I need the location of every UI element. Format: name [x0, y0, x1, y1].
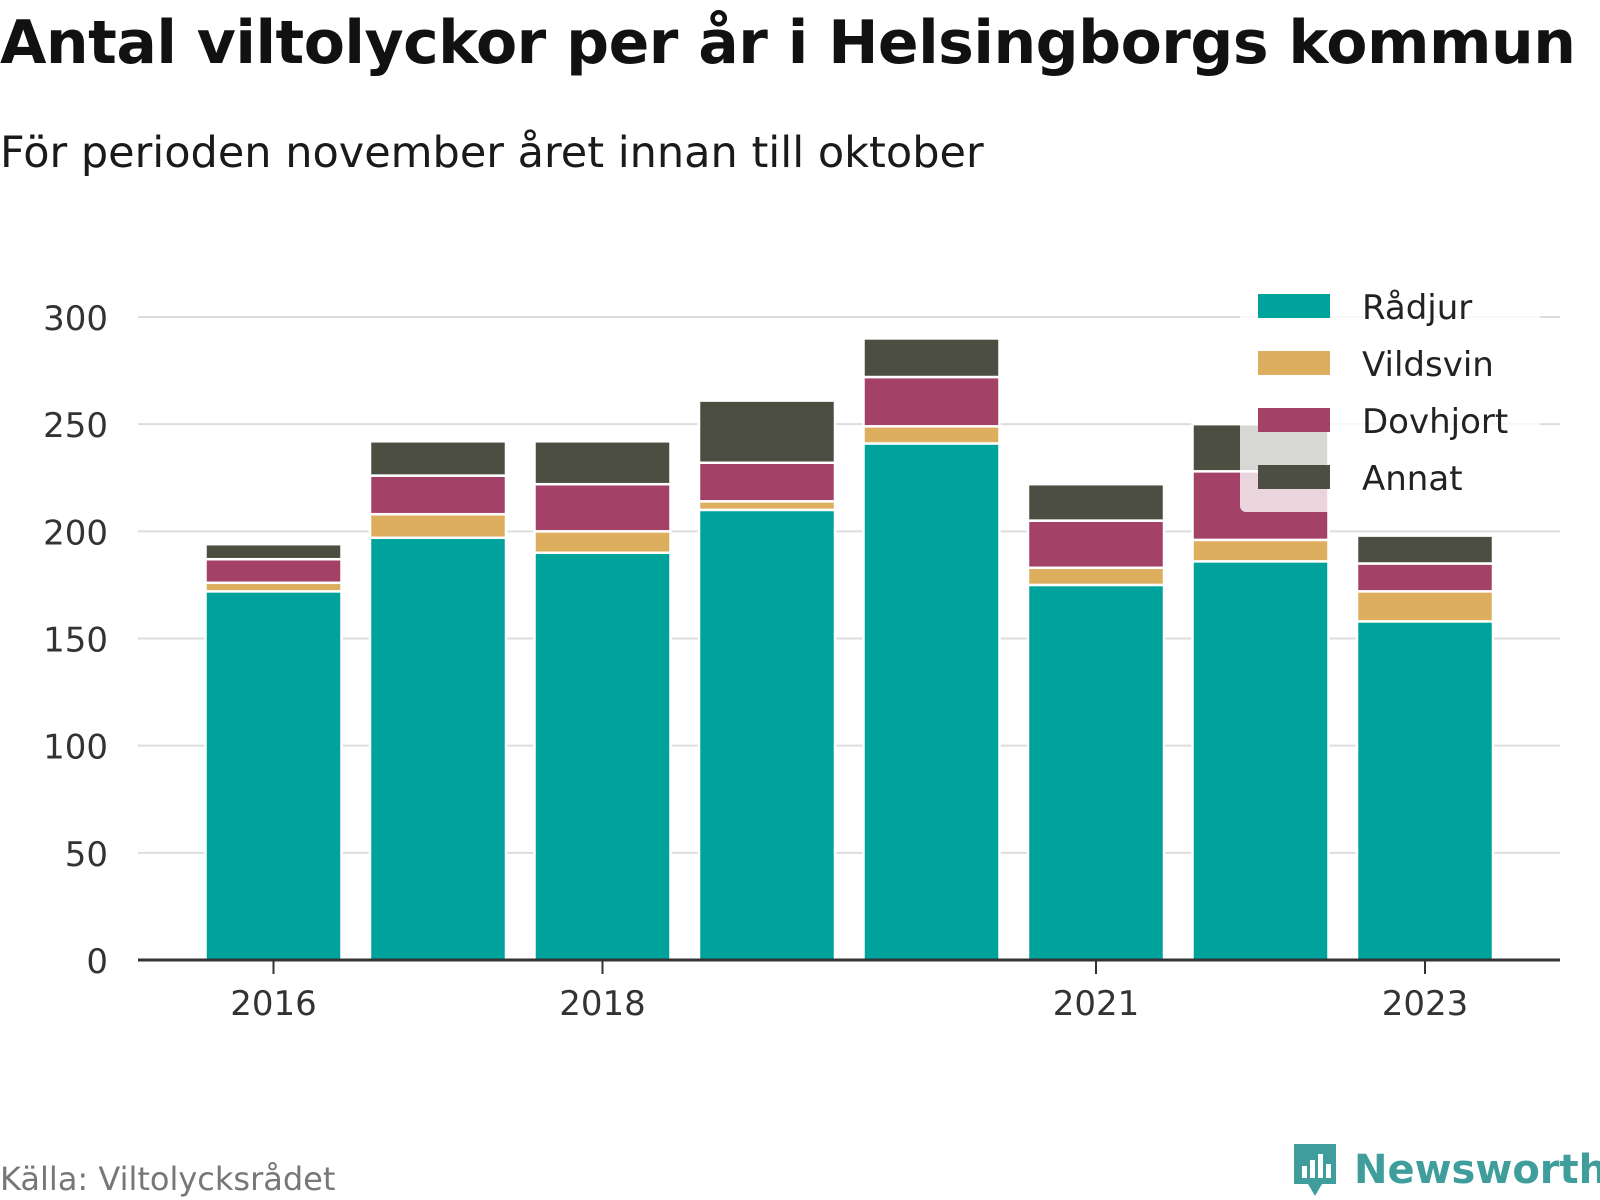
y-tick-label: 200	[43, 513, 108, 553]
legend-swatch	[1258, 465, 1330, 489]
bar-segment	[1026, 566, 1166, 587]
bar-segment	[862, 375, 1001, 428]
brand-logo: Newsworthy	[1290, 1140, 1600, 1200]
bar-segment	[1026, 519, 1166, 570]
bar-segment	[697, 500, 837, 512]
bar-segment	[697, 461, 837, 503]
legend-background	[1240, 284, 1540, 512]
chart-title: Antal viltolyckor per år i Helsingborgs …	[0, 8, 1576, 78]
legend-swatch	[1258, 351, 1330, 375]
x-tick-label: 2021	[1053, 984, 1140, 1024]
bar-segment	[1355, 534, 1495, 565]
bar-segment	[204, 590, 343, 962]
bar-segment	[697, 399, 837, 464]
bar-segment	[368, 536, 508, 962]
bar-segment	[1355, 620, 1495, 962]
legend-label: Dovhjort	[1362, 402, 1508, 442]
y-tick-label: 300	[43, 299, 108, 339]
newsworthy-logo-icon	[1294, 1144, 1336, 1196]
y-tick-label: 50	[65, 835, 108, 875]
bar-segment	[1355, 562, 1495, 593]
source-note: Källa: Viltolycksrådet	[0, 1160, 336, 1198]
bar-segment	[533, 482, 672, 533]
stacked-bar-chart: 0 50 100 150 200 250 300 2016 2018 2021 2023 Rådjur…	[43, 284, 1560, 1024]
legend-label: Rådjur	[1362, 288, 1472, 328]
bar-segment	[368, 440, 508, 477]
legend-label: Vildsvin	[1362, 345, 1494, 385]
x-tick-label: 2023	[1382, 984, 1469, 1024]
bar-segment	[862, 442, 1001, 962]
bar-segment	[368, 512, 508, 540]
bar-segment	[204, 557, 343, 585]
bar-segment	[862, 337, 1001, 379]
bar-segment	[204, 542, 343, 561]
x-tick-label: 2018	[559, 984, 646, 1024]
y-tick-label: 0	[86, 942, 108, 982]
bar-segment	[533, 551, 672, 962]
chart-subtitle: För perioden november året innan till ok…	[0, 128, 984, 178]
bar-segment	[862, 425, 1001, 445]
x-tick-label: 2016	[230, 984, 317, 1024]
y-tick-label: 100	[43, 728, 108, 768]
legend-label: Annat	[1362, 459, 1463, 499]
bar-segment	[697, 508, 837, 962]
bar-segment	[204, 581, 343, 593]
bar-segment	[1191, 538, 1330, 563]
legend-swatch	[1258, 408, 1330, 432]
bar-segment	[1026, 482, 1166, 522]
bar-segment	[368, 474, 508, 516]
legend-swatch	[1258, 294, 1330, 318]
bar-segment	[1026, 583, 1166, 962]
bar-segment	[1191, 560, 1330, 962]
bar-segment	[1355, 590, 1495, 623]
brand-name: Newsworthy	[1354, 1147, 1600, 1193]
bar-segment	[533, 440, 672, 486]
y-tick-label: 150	[43, 621, 108, 661]
y-tick-label: 250	[43, 406, 108, 446]
bar-segment	[533, 530, 672, 555]
